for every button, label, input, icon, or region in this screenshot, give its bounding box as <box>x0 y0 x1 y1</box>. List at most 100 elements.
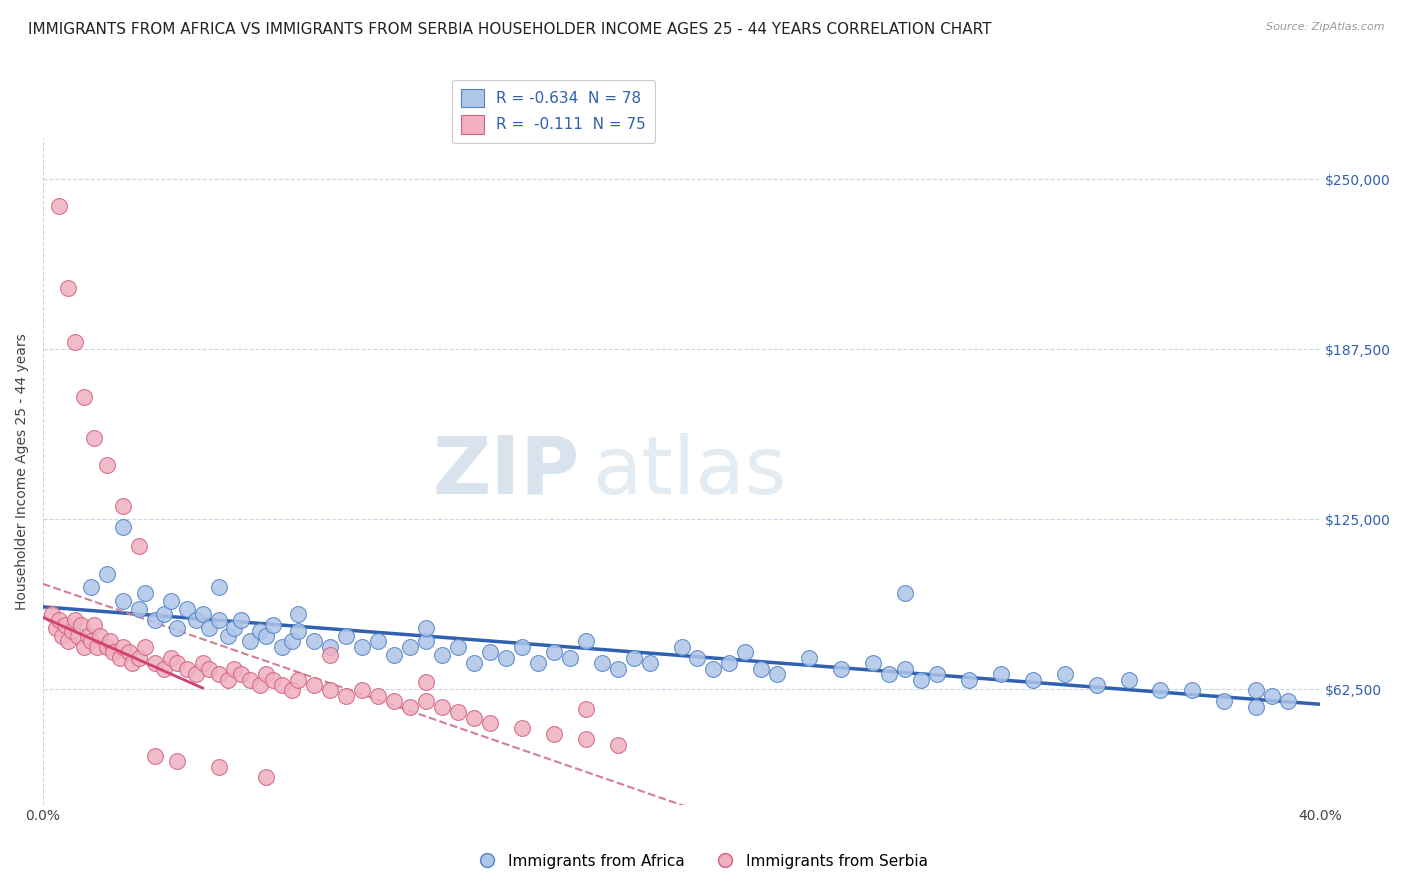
Point <box>319 683 342 698</box>
Point <box>207 759 229 773</box>
Point <box>217 629 239 643</box>
Point <box>58 281 80 295</box>
Point <box>134 640 156 654</box>
Point <box>96 458 118 472</box>
Point <box>575 732 598 747</box>
Point <box>447 705 470 719</box>
Point <box>463 710 485 724</box>
Point <box>957 673 980 687</box>
Point <box>73 640 96 654</box>
Point <box>543 727 565 741</box>
Point <box>166 754 188 768</box>
Point <box>239 634 262 648</box>
Point <box>415 694 437 708</box>
Point <box>143 748 166 763</box>
Point <box>894 585 917 599</box>
Point <box>894 662 917 676</box>
Point <box>367 634 389 648</box>
Point <box>623 650 645 665</box>
Point <box>415 621 437 635</box>
Point <box>1022 673 1045 687</box>
Point <box>575 634 598 648</box>
Point <box>207 613 229 627</box>
Point <box>45 621 67 635</box>
Text: IMMIGRANTS FROM AFRICA VS IMMIGRANTS FROM SERBIA HOUSEHOLDER INCOME AGES 25 - 44: IMMIGRANTS FROM AFRICA VS IMMIGRANTS FRO… <box>28 22 991 37</box>
Point <box>70 618 93 632</box>
Point <box>111 593 134 607</box>
Point <box>159 650 181 665</box>
Point <box>198 621 221 635</box>
Point <box>191 607 214 622</box>
Point <box>186 667 208 681</box>
Point <box>86 640 108 654</box>
Point <box>98 634 121 648</box>
Point <box>352 683 374 698</box>
Point <box>686 650 709 665</box>
Point <box>415 634 437 648</box>
Point <box>271 678 294 692</box>
Point <box>591 657 613 671</box>
Point <box>1213 694 1236 708</box>
Point <box>48 199 70 213</box>
Point <box>254 771 277 785</box>
Point <box>249 624 271 638</box>
Point <box>83 431 105 445</box>
Point <box>143 657 166 671</box>
Point <box>606 738 628 752</box>
Point <box>60 624 83 638</box>
Point <box>527 657 550 671</box>
Point <box>118 645 141 659</box>
Point <box>430 699 453 714</box>
Point <box>543 645 565 659</box>
Point <box>63 335 86 350</box>
Point <box>159 593 181 607</box>
Point <box>207 667 229 681</box>
Point <box>862 657 884 671</box>
Point <box>1246 699 1268 714</box>
Point <box>176 602 198 616</box>
Point <box>191 657 214 671</box>
Point <box>1149 683 1171 698</box>
Point <box>134 585 156 599</box>
Point <box>463 657 485 671</box>
Point <box>1181 683 1204 698</box>
Point <box>495 650 517 665</box>
Point <box>510 722 533 736</box>
Point <box>143 613 166 627</box>
Point <box>249 678 271 692</box>
Point <box>1053 667 1076 681</box>
Point <box>76 629 98 643</box>
Point <box>229 667 252 681</box>
Point <box>53 618 76 632</box>
Point <box>96 640 118 654</box>
Point <box>478 716 501 731</box>
Point <box>382 694 405 708</box>
Point <box>262 673 284 687</box>
Point <box>96 566 118 581</box>
Point <box>1261 689 1284 703</box>
Point <box>166 657 188 671</box>
Point <box>399 699 422 714</box>
Text: ZIP: ZIP <box>432 433 579 510</box>
Text: atlas: atlas <box>592 433 786 510</box>
Point <box>41 607 63 622</box>
Point <box>702 662 724 676</box>
Point <box>304 634 326 648</box>
Text: Source: ZipAtlas.com: Source: ZipAtlas.com <box>1267 22 1385 32</box>
Point <box>224 662 246 676</box>
Point <box>186 613 208 627</box>
Y-axis label: Householder Income Ages 25 - 44 years: Householder Income Ages 25 - 44 years <box>15 334 30 610</box>
Point <box>335 689 357 703</box>
Point <box>128 602 150 616</box>
Point <box>606 662 628 676</box>
Point <box>304 678 326 692</box>
Legend: Immigrants from Africa, Immigrants from Serbia: Immigrants from Africa, Immigrants from … <box>471 847 935 875</box>
Point <box>101 645 124 659</box>
Point <box>734 645 756 659</box>
Point <box>166 621 188 635</box>
Point <box>229 613 252 627</box>
Point <box>367 689 389 703</box>
Point <box>799 650 821 665</box>
Point <box>287 673 309 687</box>
Point <box>319 648 342 662</box>
